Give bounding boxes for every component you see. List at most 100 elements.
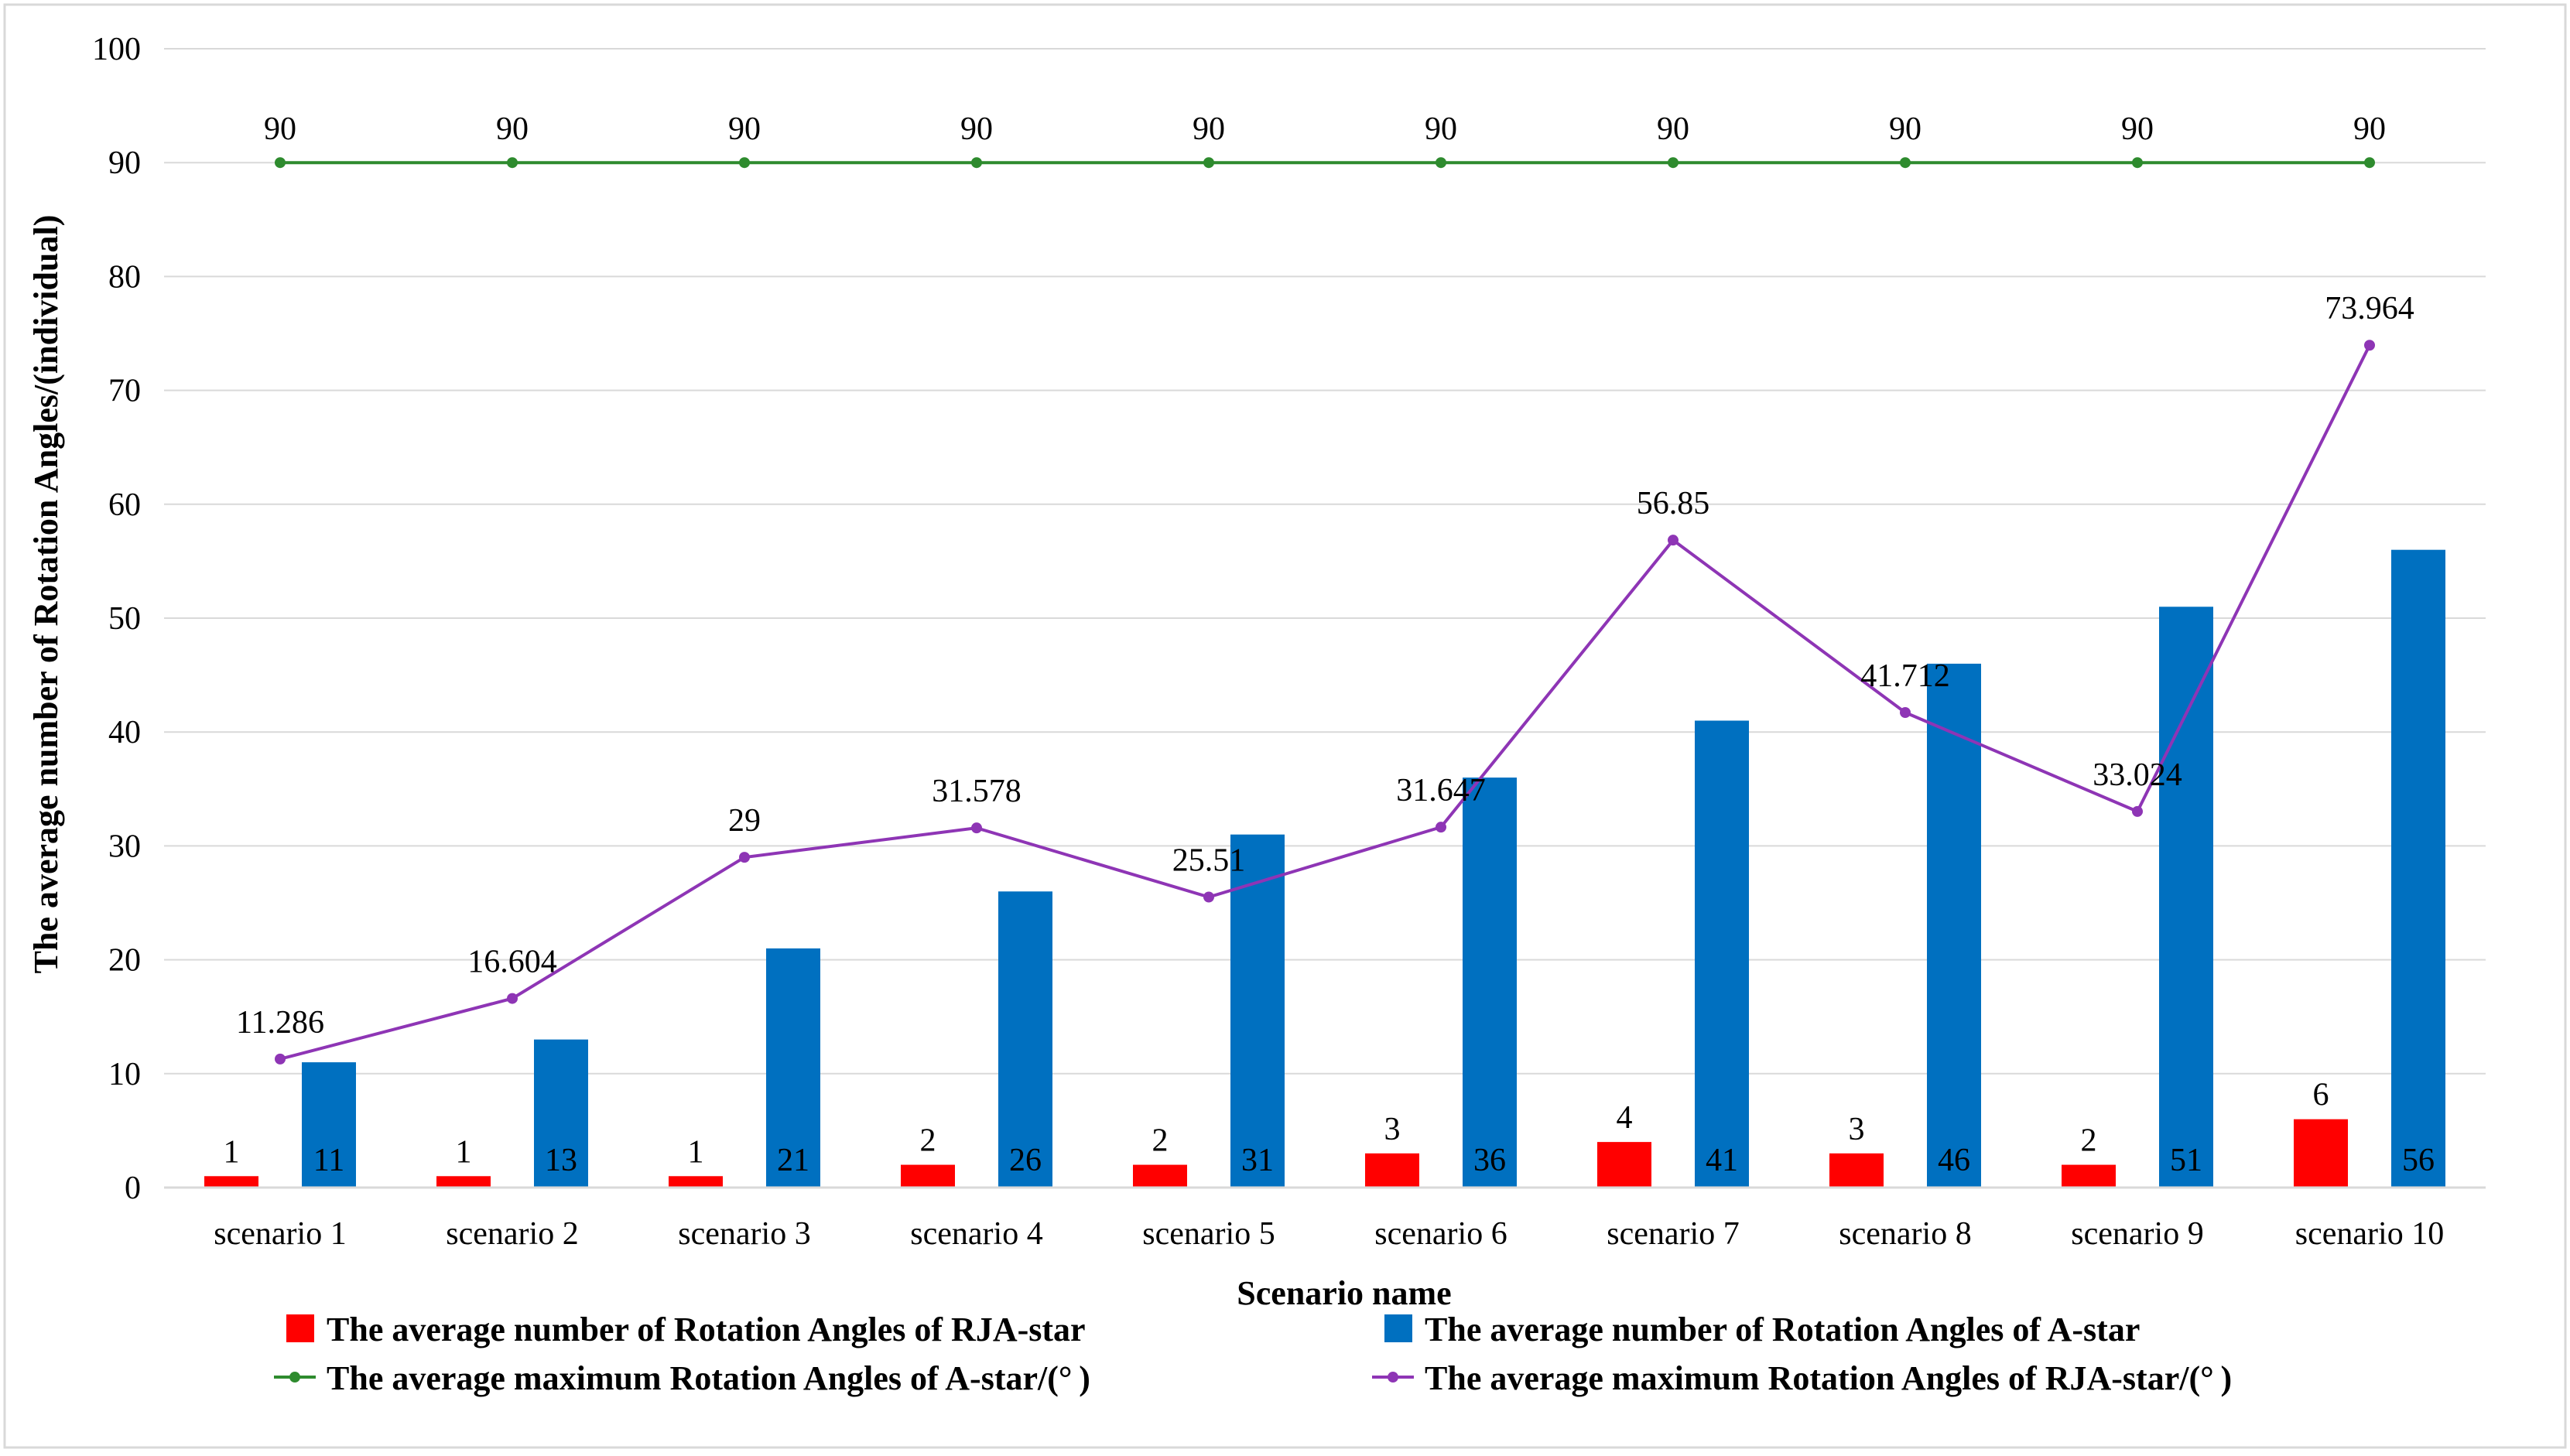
bar-data-label: 6 — [2313, 1078, 2329, 1113]
line-data-label: 29 — [728, 803, 761, 839]
legend-label: The average maximum Rotation Angles of A… — [327, 1359, 1090, 1397]
bar-data-label: 11 — [313, 1143, 344, 1178]
line-point — [2364, 340, 2375, 351]
line-data-label: 90 — [1425, 111, 1457, 147]
legend-label: The average number of Rotation Angles of… — [1425, 1311, 2140, 1348]
legend-swatch — [286, 1314, 314, 1342]
legend-marker — [289, 1372, 300, 1383]
bar — [2391, 549, 2445, 1188]
line-point — [1203, 891, 1214, 903]
x-tick-label: scenario 2 — [446, 1216, 578, 1252]
bar — [1695, 720, 1749, 1188]
line-data-label: 90 — [960, 111, 993, 147]
line-point — [1668, 535, 1679, 546]
bar-data-label: 13 — [545, 1143, 577, 1178]
y-tick-label: 60 — [108, 487, 141, 523]
y-axis-title: The average number of Rotation Angles/(i… — [27, 215, 65, 974]
bar — [436, 1176, 491, 1188]
bar-data-label: 1 — [456, 1134, 472, 1170]
line-data-label: 90 — [1889, 111, 1922, 147]
bar — [1463, 778, 1517, 1188]
line-data-label: 41.712 — [1860, 658, 1950, 694]
line-point — [1668, 157, 1679, 169]
bar-data-label: 4 — [1617, 1100, 1633, 1136]
bar — [2159, 607, 2213, 1188]
line-point — [2132, 157, 2143, 169]
bar — [1829, 1153, 1884, 1188]
bar-data-label: 41 — [1706, 1143, 1738, 1178]
legend-label: The average maximum Rotation Angles of R… — [1425, 1359, 2232, 1397]
bar-data-label: 2 — [1152, 1123, 1169, 1159]
line-point — [507, 157, 518, 169]
x-tick-label: scenario 9 — [2071, 1216, 2203, 1252]
bar-data-label: 51 — [2170, 1143, 2202, 1178]
x-tick-label: scenario 5 — [1142, 1216, 1275, 1252]
line-data-label: 25.51 — [1172, 842, 1246, 878]
line-point — [2364, 157, 2375, 169]
bar-data-label: 1 — [224, 1134, 240, 1170]
y-tick-label: 20 — [108, 943, 141, 979]
bar — [1597, 1142, 1651, 1188]
bar-data-label: 2 — [920, 1123, 936, 1159]
bar — [1365, 1153, 1419, 1188]
bar — [1133, 1164, 1187, 1188]
line-data-label: 31.578 — [932, 774, 1021, 809]
bar — [2062, 1164, 2116, 1188]
line-data-label: 90 — [2353, 111, 2386, 147]
y-tick-label: 10 — [108, 1057, 141, 1092]
y-tick-label: 90 — [108, 145, 141, 181]
line-point — [971, 822, 982, 834]
y-tick-label: 0 — [125, 1171, 141, 1206]
bar — [766, 948, 820, 1188]
bar-data-label: 1 — [688, 1134, 704, 1170]
bar — [534, 1039, 588, 1188]
line-data-label: 33.024 — [2093, 757, 2182, 793]
line-data-label: 90 — [264, 111, 296, 147]
x-tick-label: scenario 1 — [214, 1216, 346, 1252]
y-tick-label: 70 — [108, 374, 141, 409]
bar — [669, 1176, 723, 1188]
line-data-label: 90 — [1657, 111, 1689, 147]
line-point — [275, 157, 286, 169]
x-tick-label: scenario 7 — [1607, 1216, 1739, 1252]
line-point — [1436, 822, 1446, 833]
x-axis-title: Scenario name — [1237, 1274, 1451, 1312]
y-tick-label: 80 — [108, 259, 141, 295]
y-tick-label: 100 — [92, 32, 141, 67]
line-data-label: 11.286 — [236, 1005, 324, 1041]
line-point — [507, 993, 518, 1004]
bar — [2294, 1119, 2348, 1188]
line-data-label: 90 — [496, 111, 529, 147]
legend-swatch — [1384, 1314, 1412, 1342]
bar-data-label: 36 — [1473, 1143, 1506, 1178]
bar-data-label: 21 — [777, 1143, 809, 1178]
bar-data-label: 2 — [2081, 1123, 2097, 1159]
line-data-label: 31.647 — [1396, 773, 1486, 808]
line-point — [2132, 805, 2143, 817]
legend-marker — [1388, 1372, 1398, 1383]
x-tick-label: scenario 4 — [910, 1216, 1042, 1252]
legend-label: The average number of Rotation Angles of… — [327, 1311, 1086, 1348]
bar-data-label: 3 — [1384, 1112, 1401, 1147]
bar-data-label: 46 — [1938, 1143, 1970, 1178]
line-data-label: 56.85 — [1637, 486, 1710, 521]
series-line — [279, 344, 2371, 1061]
bar — [204, 1176, 258, 1188]
line-point — [1900, 157, 1911, 169]
bar — [998, 891, 1052, 1188]
line-data-label: 73.964 — [2325, 291, 2414, 326]
line-point — [739, 852, 750, 863]
x-tick-label: scenario 6 — [1374, 1216, 1507, 1252]
x-tick-label: scenario 10 — [2295, 1216, 2444, 1252]
chart-border — [3, 3, 2567, 1449]
y-tick-label: 40 — [108, 715, 141, 750]
y-tick-label: 50 — [108, 601, 141, 637]
bar — [1927, 663, 1981, 1188]
line-data-label: 90 — [1193, 111, 1225, 147]
bar-data-label: 26 — [1009, 1143, 1042, 1178]
line-point — [1900, 706, 1911, 718]
line-data-label: 90 — [2121, 111, 2154, 147]
line-data-label: 16.604 — [467, 945, 557, 980]
